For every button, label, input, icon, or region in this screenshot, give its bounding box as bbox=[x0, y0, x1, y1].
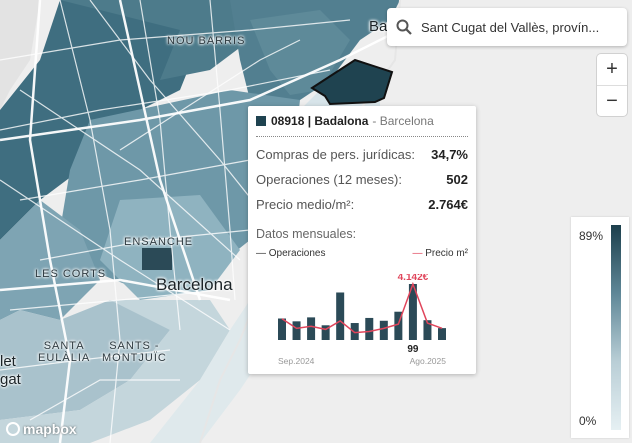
region-badalona-highlight bbox=[310, 58, 394, 106]
place-label-santa-eulalia: SANTA EULÀLIA bbox=[38, 340, 91, 364]
stat-value: 34,7% bbox=[431, 147, 468, 162]
region-tooltip: 08918 | Badalona - Barcelona Compras de … bbox=[248, 106, 476, 374]
region-dark-block bbox=[142, 248, 172, 270]
ops-bar bbox=[307, 317, 316, 340]
zoom-out-button[interactable]: − bbox=[606, 89, 618, 112]
stat-label: Compras de pers. jurídicas: bbox=[256, 147, 415, 162]
ops-bar bbox=[379, 320, 388, 340]
zoom-in-button[interactable]: + bbox=[597, 54, 627, 86]
place-label-ensanche: ENSANCHE bbox=[124, 236, 194, 248]
scale-min-label: 0% bbox=[579, 414, 597, 428]
place-label-barcelona: Barcelona bbox=[156, 275, 233, 294]
zoom-control: + − bbox=[597, 54, 627, 116]
ops-bar bbox=[336, 292, 345, 340]
place-label-les-corts: LES CORTS bbox=[35, 268, 107, 280]
search-box[interactable]: Sant Cugat del Vallès, provín... bbox=[387, 8, 627, 46]
search-icon[interactable] bbox=[387, 19, 421, 35]
place-label-left-partial-1: let bbox=[0, 353, 16, 370]
monthly-title: Datos mensuales: bbox=[256, 227, 357, 241]
x-end-label: Ago.2025 bbox=[410, 356, 447, 366]
stat-row: Operaciones (12 meses): 502 bbox=[256, 167, 468, 192]
place-label-left-partial-2: gat bbox=[0, 371, 21, 388]
stat-row: Compras de pers. jurídicas: 34,7% bbox=[256, 142, 468, 167]
ops-bar bbox=[408, 284, 417, 340]
stat-label: Precio medio/m²: bbox=[256, 197, 355, 212]
chart-legend: — Operaciones — Precio m² bbox=[256, 248, 468, 259]
ops-bar bbox=[365, 317, 374, 340]
brand-label: mapbox bbox=[23, 421, 77, 437]
legend-precio-text: Precio m² bbox=[422, 248, 468, 259]
stat-value: 2.764€ bbox=[428, 197, 468, 212]
tooltip-region-code: 08918 | Badalona bbox=[271, 114, 369, 128]
mapbox-logo[interactable]: mapbox bbox=[6, 421, 77, 437]
price-line bbox=[281, 281, 443, 334]
legend-operaciones: — Operaciones bbox=[256, 248, 326, 259]
scale-max-label: 89% bbox=[579, 229, 604, 243]
ops-bar bbox=[394, 311, 403, 340]
color-scale-legend: 89% 0% bbox=[571, 217, 629, 438]
stat-label: Operaciones (12 meses): bbox=[256, 172, 402, 187]
ops-bar bbox=[321, 325, 330, 340]
ops-bar bbox=[438, 328, 446, 340]
ops-bar bbox=[350, 323, 359, 340]
search-input[interactable]: Sant Cugat del Vallès, provín... bbox=[421, 19, 600, 35]
stat-row: Precio medio/m²: 2.764€ bbox=[256, 192, 468, 217]
mapbox-icon bbox=[6, 422, 20, 436]
ops-bar bbox=[292, 321, 301, 340]
legend-precio: — Precio m² bbox=[412, 248, 468, 259]
place-label-badalona-partial: Ba bbox=[369, 18, 388, 35]
region-northwest bbox=[60, 0, 260, 80]
max-price-label: 4.142€ bbox=[398, 274, 429, 283]
tooltip-header: 08918 | Badalona - Barcelona bbox=[256, 106, 468, 137]
ops-bar bbox=[278, 318, 286, 340]
region-nou-barris bbox=[250, 10, 350, 95]
max-ops-label: 99 bbox=[407, 344, 419, 355]
region-color-swatch bbox=[256, 116, 266, 126]
x-start-label: Sep.2024 bbox=[278, 356, 315, 366]
monthly-chart: 4.142€ 99 Sep.2024 Ago.2025 bbox=[278, 274, 447, 366]
region-ensanche bbox=[100, 195, 240, 300]
ops-bar bbox=[423, 320, 432, 340]
region-south bbox=[0, 300, 230, 443]
place-label-nou-barris: NOU BARRIS bbox=[167, 35, 246, 47]
scale-gradient-bar bbox=[611, 225, 621, 430]
stat-value: 502 bbox=[446, 172, 468, 187]
place-label-sants-montjuic: SANTS - MONTJUÏC bbox=[102, 340, 167, 364]
tooltip-province: - Barcelona bbox=[372, 114, 434, 128]
